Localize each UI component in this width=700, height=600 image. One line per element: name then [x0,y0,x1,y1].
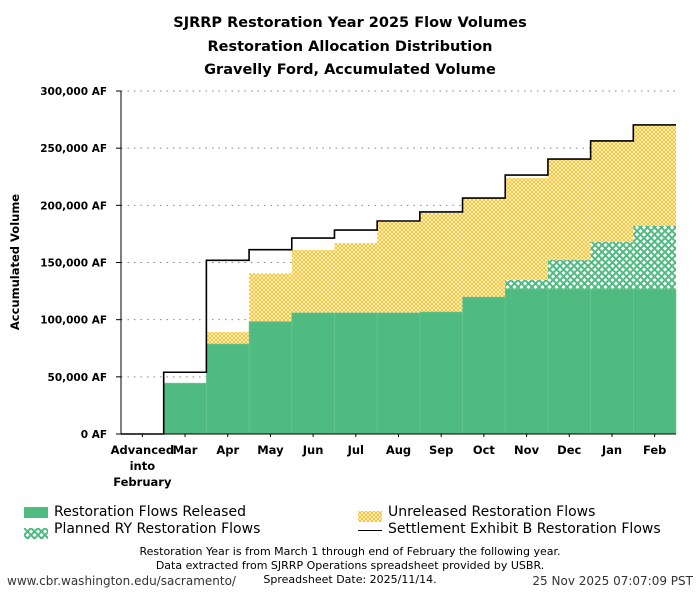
legend-label-planned: Planned RY Restoration Flows [54,521,261,537]
bar-released [291,312,335,435]
legend-swatch-planned [24,524,48,539]
y-axis-label: Accumulated Volume [8,194,22,330]
x-tick-label: Feb [643,443,666,457]
chart-title-line-2: Restoration Allocation Distribution [207,39,493,55]
bar-released [504,288,549,435]
x-tick-label: Jun [302,443,324,457]
x-tick-label: May [257,443,284,457]
y-tick-label: 50,000 AF [48,372,107,384]
x-tick-label: Oct [473,443,496,457]
y-tick-label: 200,000 AF [40,200,107,212]
bar-released [163,382,207,435]
generated-timestamp: 25 Nov 2025 07:07:09 PST [532,574,693,588]
chart-title-line-3: Gravelly Ford, Accumulated Volume [204,62,496,78]
x-tick-label: Apr [216,443,239,457]
note-2: Data extracted from SJRRP Operations spr… [155,559,545,572]
legend-label-unreleased: Unreleased Restoration Flows [388,504,596,520]
x-tick-label: Jul [347,443,364,457]
note-1: Restoration Year is from March 1 through… [139,545,561,558]
bar-released [633,288,677,435]
bar-released [462,296,506,435]
y-tick-label: 0 AF [81,429,107,441]
y-tick-label: 100,000 AF [40,315,107,327]
legend-label-settlement: Settlement Exhibit B Restoration Flows [388,521,661,537]
x-tick-label: Mar [173,443,198,457]
y-tick-label: 150,000 AF [40,258,107,270]
y-tick-label: 300,000 AF [40,86,107,98]
bar-released [547,288,591,435]
x-tick-label: Dec [557,443,581,457]
bar-released [248,321,293,435]
legend-swatch-released [24,507,48,518]
note-3: Spreadsheet Date: 2025/11/14. [263,573,437,586]
bar-released [206,343,250,435]
x-tick-label: Advanced [111,443,174,457]
x-tick-label: Nov [514,443,540,457]
y-tick-label: 250,000 AF [40,143,107,155]
source-url[interactable]: www.cbr.washington.edu/sacramento/ [7,574,236,588]
x-tick-label: Sep [429,443,453,457]
legend-swatch-settlement [358,530,382,531]
x-tick-label: February [113,475,172,489]
x-tick-label: into [130,459,156,473]
bar-released [376,312,421,435]
legend-label-released: Restoration Flows Released [54,504,246,520]
bar-released [590,288,634,435]
bar-released [419,311,463,435]
bar-released [334,312,378,435]
legend-swatch-unreleased [358,507,382,522]
settlement-step-line [121,124,676,435]
chart-title-line-1: SJRRP Restoration Year 2025 Flow Volumes [173,15,527,31]
x-tick-label: Aug [386,443,411,457]
x-tick-label: Jan [601,443,622,457]
